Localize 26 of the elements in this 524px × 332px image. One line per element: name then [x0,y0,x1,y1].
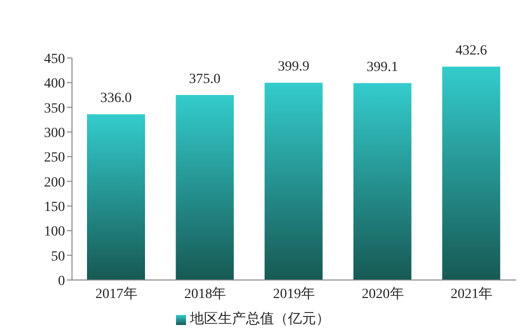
data-label: 432.6 [455,44,487,59]
y-tick-label: 450 [44,52,65,67]
x-tick-label: 2017年 [95,286,138,302]
x-tick-label: 2020年 [362,286,404,302]
data-label: 399.1 [366,60,398,76]
y-tick-label: 200 [44,175,65,190]
x-tick-label: 2021年 [450,286,493,302]
data-label: 375.0 [189,72,221,87]
y-tick-label: 400 [44,76,65,92]
y-tick-label: 50 [51,249,65,264]
bar [87,114,145,280]
y-tick-label: 350 [44,101,65,116]
bar [442,66,500,280]
data-label: 336.0 [100,91,132,106]
data-label: 399.9 [278,60,310,75]
bar [264,82,323,280]
y-tick-label: 150 [44,200,65,215]
bar [176,95,234,280]
legend-label: 地区生产总值（亿元） [190,312,330,327]
x-tick-label: 2019年 [273,286,315,302]
y-tick-label: 0 [58,274,65,289]
x-tick-label: 2018年 [184,286,226,302]
y-tick-label: 250 [44,150,65,166]
y-tick-label: 100 [44,224,65,240]
bar [353,83,412,280]
y-tick-label: 300 [44,126,65,141]
